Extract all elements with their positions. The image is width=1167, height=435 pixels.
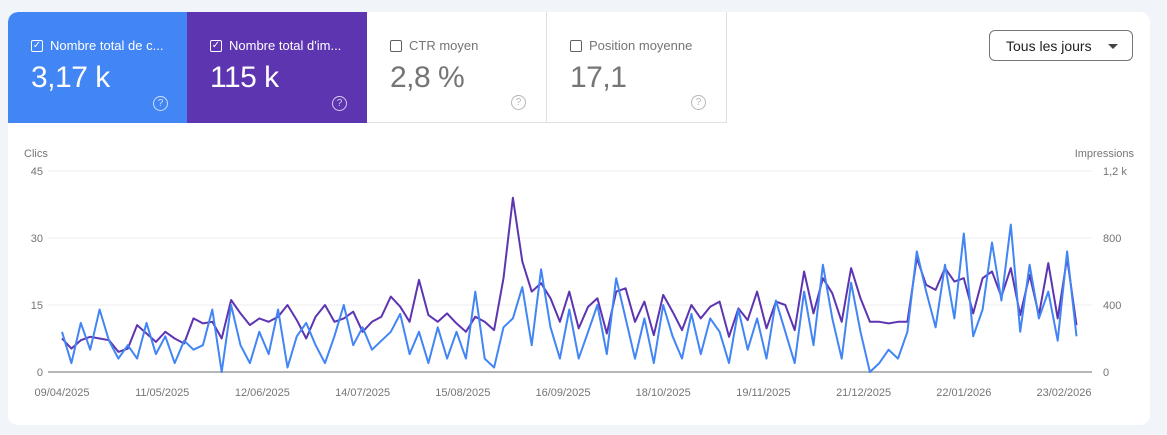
left-axis-label: Clics: [24, 148, 48, 160]
metric-card-average-ctr[interactable]: CTR moyen 2,8 % ?: [367, 12, 547, 123]
metric-label: Position moyenne: [589, 38, 693, 53]
checkbox-checked-icon[interactable]: ✓: [31, 39, 43, 52]
left-tick-label: 30: [31, 233, 43, 245]
metric-value: 2,8 %: [390, 61, 465, 94]
x-tick-label: 09/04/2025: [34, 387, 89, 399]
metric-value: 3,17 k: [31, 61, 110, 94]
checkbox-checked-icon[interactable]: ✓: [210, 39, 222, 52]
checkbox-unchecked-icon[interactable]: [570, 39, 582, 52]
left-tick-label: 45: [31, 166, 43, 178]
right-tick-label: 1,2 k: [1103, 166, 1127, 178]
x-tick-label: 16/09/2025: [535, 387, 590, 399]
help-icon[interactable]: ?: [153, 96, 168, 111]
help-icon[interactable]: ?: [332, 96, 347, 111]
x-tick-label: 11/05/2025: [135, 387, 189, 399]
right-tick-label: 400: [1103, 300, 1121, 312]
series-line-impressions: [61, 196, 1078, 353]
right-axis-label: Impressions: [1075, 148, 1135, 160]
x-tick-label: 21/12/2025: [836, 387, 891, 399]
x-tick-label: 22/01/2026: [936, 387, 991, 399]
checkbox-unchecked-icon[interactable]: [390, 39, 402, 52]
dropdown-selected: Tous les jours: [1006, 37, 1092, 54]
metric-label: CTR moyen: [409, 38, 479, 53]
x-tick-label: 12/06/2025: [235, 387, 290, 399]
metric-value: 115 k: [210, 61, 279, 94]
metric-card-total-impressions[interactable]: ✓ Nombre total d'im... 115 k ?: [187, 12, 367, 123]
x-tick-label: 14/07/2025: [335, 387, 390, 399]
right-tick-label: 800: [1103, 233, 1121, 245]
metric-card-average-position[interactable]: Position moyenne 17,1 ?: [547, 12, 727, 123]
help-icon[interactable]: ?: [691, 95, 706, 110]
x-tick-label: 19/11/2025: [736, 387, 790, 399]
metric-label: Nombre total de c...: [50, 38, 164, 53]
x-tick-label: 18/10/2025: [636, 387, 691, 399]
left-tick-label: 15: [31, 300, 43, 312]
metric-value: 17,1: [570, 61, 627, 94]
series-line-clics: [61, 223, 1078, 373]
left-tick-label: 0: [37, 367, 43, 379]
date-range-dropdown[interactable]: Tous les jours: [989, 30, 1133, 61]
metric-card-total-clicks[interactable]: ✓ Nombre total de c... 3,17 k ?: [8, 12, 188, 123]
right-tick-label: 0: [1103, 367, 1109, 379]
x-tick-label: 15/08/2025: [435, 387, 490, 399]
metric-label: Nombre total d'im...: [229, 38, 342, 53]
help-icon[interactable]: ?: [511, 95, 526, 110]
x-tick-label: 23/02/2026: [1036, 387, 1091, 399]
caret-down-icon: [1108, 44, 1118, 49]
